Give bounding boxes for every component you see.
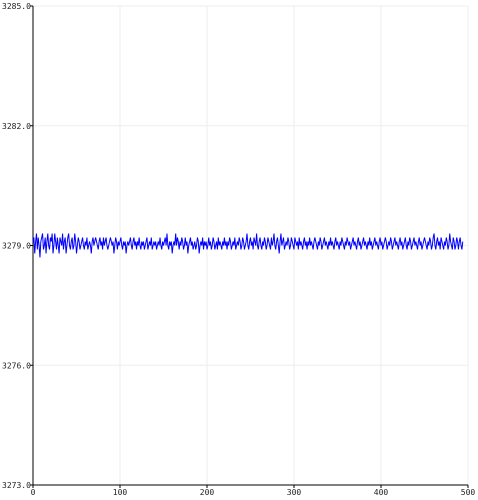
x-tick-label: 200 [200,488,215,497]
ticks [30,5,469,488]
tick-labels: 3273.0 3276.0 3279.0 3282.0 3285.0 0 100 200 300… [2,2,475,497]
x-tick-label: 500 [461,488,476,497]
y-tick-label: 3279.0 [2,242,31,251]
y-tick-label: 3273.0 [2,481,31,490]
y-tick-label: 3276.0 [2,361,31,370]
x-tick-label: 100 [113,488,128,497]
y-tick-label: 3285.0 [2,2,31,11]
series [32,233,464,258]
x-tick-label: 0 [31,488,36,497]
x-tick-label: 300 [287,488,302,497]
y-tick-label: 3282.0 [2,122,31,131]
series-line-0 [32,233,464,258]
x-tick-label: 400 [374,488,389,497]
